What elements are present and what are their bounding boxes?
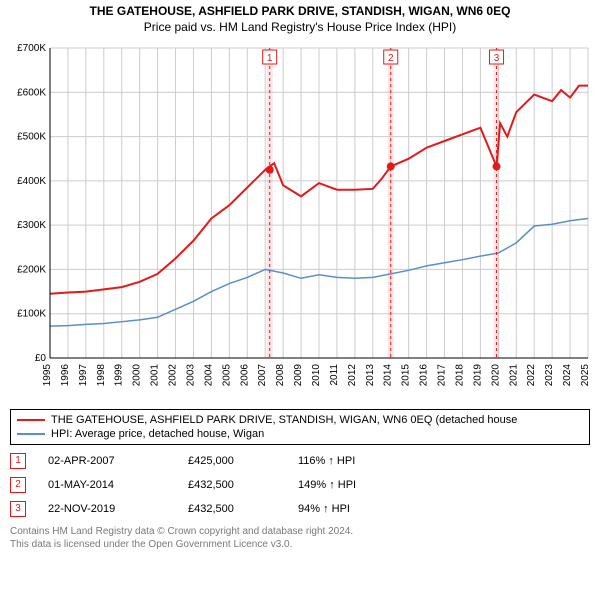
x-tick-label: 2005 <box>221 364 232 387</box>
y-tick-label: £100K <box>17 309 46 320</box>
y-tick-label: £400K <box>17 176 46 187</box>
legend-item: HPI: Average price, detached house, Wiga… <box>17 428 583 440</box>
marker-row-date: 02-APR-2007 <box>48 455 188 467</box>
chart-area: £0 £100K £200K £300K £400K £500K £600K £700K 199… <box>0 38 600 403</box>
marker-row-date: 22-NOV-2019 <box>48 503 188 515</box>
legend-swatch <box>17 419 45 421</box>
x-tick-label: 2014 <box>383 364 394 387</box>
x-tick-label: 2019 <box>472 364 483 387</box>
x-tick-label: 2009 <box>293 364 304 387</box>
y-tick-label: £700K <box>17 43 46 54</box>
marker-row-pct: 116% ↑ HPI <box>298 455 408 467</box>
x-tick-label: 2002 <box>168 364 179 387</box>
footnote-line1: Contains HM Land Registry data © Crown c… <box>10 525 590 538</box>
marker-point <box>266 166 274 174</box>
marker-row: 3 22-NOV-2019£432,50094% ↑ HPI <box>10 501 590 517</box>
marker-point <box>493 162 501 170</box>
marker-row-pct: 149% ↑ HPI <box>298 479 408 491</box>
x-tick-label: 2016 <box>419 364 430 387</box>
y-tick-label: £0 <box>35 353 47 364</box>
marker-row: 2 01-MAY-2014£432,500149% ↑ HPI <box>10 477 590 493</box>
marker-row-price: £425,000 <box>188 455 298 467</box>
x-tick-label: 2003 <box>185 364 196 387</box>
x-tick-label: 2025 <box>580 364 591 387</box>
subtitle: Price paid vs. HM Land Registry's House … <box>0 20 600 34</box>
marker-row-date: 01-MAY-2014 <box>48 479 188 491</box>
x-tick-label: 1998 <box>96 364 107 387</box>
legend-label: HPI: Average price, detached house, Wiga… <box>51 428 264 440</box>
x-tick-label: 2007 <box>257 364 268 387</box>
marker-row-badge: 3 <box>10 501 26 517</box>
legend-swatch <box>17 433 45 435</box>
marker-badge-label: 1 <box>267 53 273 64</box>
marker-row-badge: 2 <box>10 477 26 493</box>
legend-label: THE GATEHOUSE, ASHFIELD PARK DRIVE, STAN… <box>51 414 517 426</box>
marker-row-pct: 94% ↑ HPI <box>298 503 408 515</box>
x-tick-label: 2013 <box>365 364 376 387</box>
x-tick-label: 2021 <box>508 364 519 387</box>
x-tick-label: 1997 <box>78 364 89 387</box>
x-tick-label: 2020 <box>490 364 501 387</box>
x-tick-label: 2010 <box>311 364 322 387</box>
x-tick-label: 1999 <box>114 364 125 387</box>
marker-point <box>387 162 395 170</box>
x-tick-label: 2022 <box>526 364 537 387</box>
x-tick-label: 2015 <box>401 364 412 387</box>
y-tick-label: £300K <box>17 220 46 231</box>
y-tick-label: £600K <box>17 87 46 98</box>
x-tick-label: 2012 <box>347 364 358 387</box>
x-tick-label: 2023 <box>544 364 555 387</box>
x-tick-label: 2004 <box>203 364 214 387</box>
marker-row-badge: 1 <box>10 453 26 469</box>
x-tick-label: 2018 <box>454 364 465 387</box>
footnote: Contains HM Land Registry data © Crown c… <box>10 525 590 551</box>
x-tick-label: 2006 <box>239 364 250 387</box>
title: THE GATEHOUSE, ASHFIELD PARK DRIVE, STAN… <box>0 0 600 18</box>
x-tick-label: 2011 <box>329 364 340 386</box>
x-tick-label: 2000 <box>132 364 143 387</box>
x-tick-label: 1995 <box>42 364 53 387</box>
x-tick-label: 2017 <box>437 364 448 387</box>
footnote-line2: This data is licensed under the Open Gov… <box>10 538 590 551</box>
legend: THE GATEHOUSE, ASHFIELD PARK DRIVE, STAN… <box>10 409 590 445</box>
x-tick-label: 2001 <box>150 364 161 387</box>
markers-table: 1 02-APR-2007£425,000116% ↑ HPI 2 01-MAY-20… <box>10 453 590 517</box>
y-tick-label: £500K <box>17 132 46 143</box>
marker-badge-label: 2 <box>388 53 394 64</box>
legend-item: THE GATEHOUSE, ASHFIELD PARK DRIVE, STAN… <box>17 414 583 426</box>
marker-row-price: £432,500 <box>188 503 298 515</box>
x-tick-label: 1996 <box>60 364 71 387</box>
marker-band <box>267 48 273 358</box>
x-tick-label: 2008 <box>275 364 286 387</box>
figure: THE GATEHOUSE, ASHFIELD PARK DRIVE, STAN… <box>0 0 600 590</box>
marker-row-price: £432,500 <box>188 479 298 491</box>
y-tick-label: £200K <box>17 264 46 275</box>
x-tick-label: 2024 <box>562 364 573 387</box>
marker-badge-label: 3 <box>494 53 500 64</box>
line-chart: £0 £100K £200K £300K £400K £500K £600K £700K 199… <box>0 38 600 398</box>
marker-row: 1 02-APR-2007£425,000116% ↑ HPI <box>10 453 590 469</box>
